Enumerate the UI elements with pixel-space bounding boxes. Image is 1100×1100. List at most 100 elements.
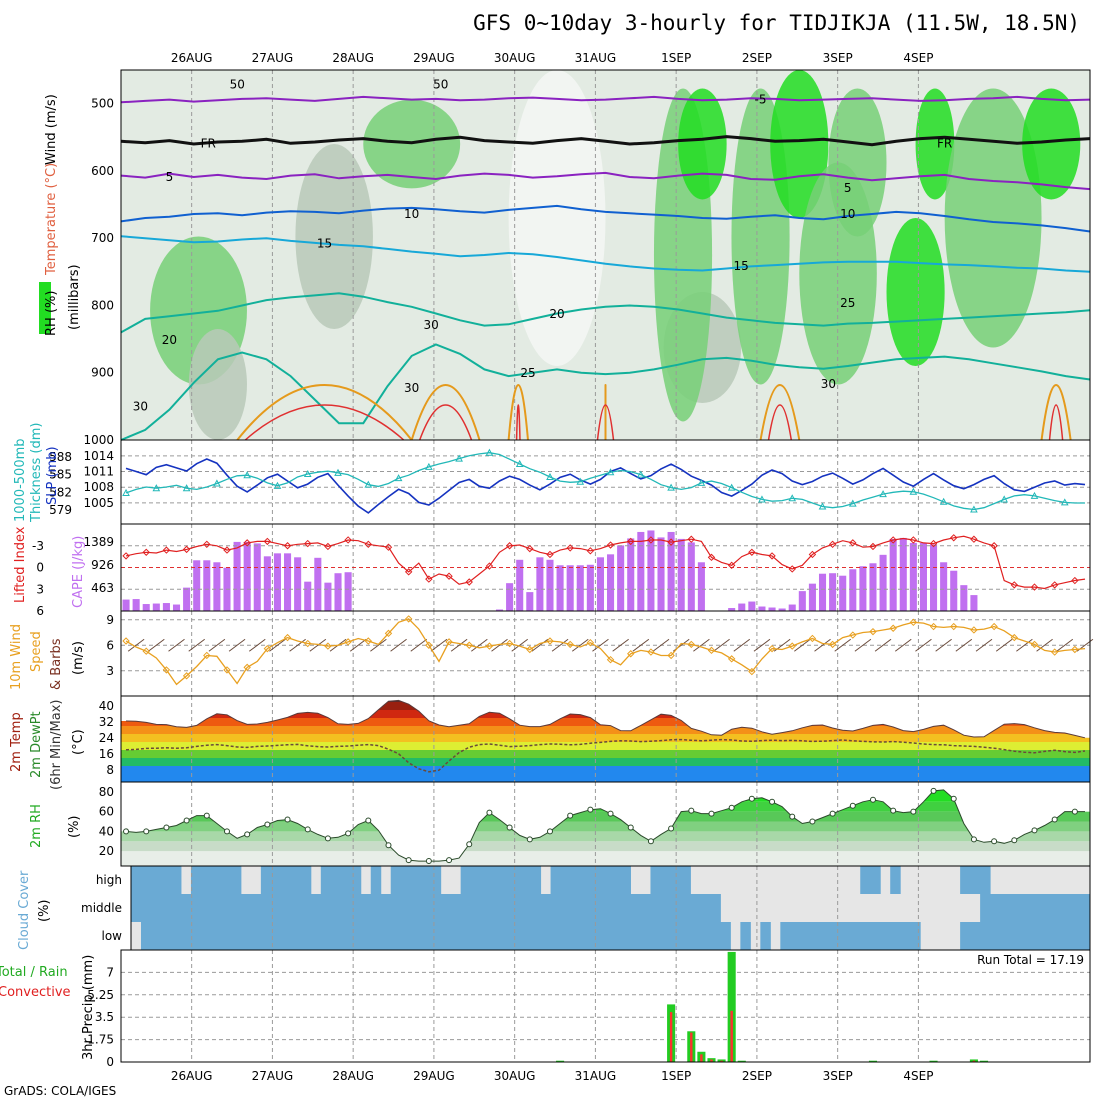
lifted-index-point — [324, 542, 332, 551]
thickness-point — [213, 479, 221, 487]
slp-tick: 1008 — [83, 480, 114, 494]
pressure-tick: 500 — [91, 97, 114, 111]
lifted-tick: -3 — [32, 539, 44, 553]
isotherm-line — [120, 171, 1091, 191]
rh-point — [284, 816, 291, 823]
rh-point — [748, 795, 755, 802]
cape-bar — [132, 599, 140, 611]
rh-point — [647, 838, 654, 845]
cloud-cell — [320, 894, 332, 922]
cloud-cell — [270, 894, 282, 922]
lifted-index-point — [465, 578, 473, 586]
rh-point — [991, 838, 998, 845]
cloud-cell — [270, 922, 282, 950]
thickness-point — [758, 495, 766, 503]
rh-point — [385, 842, 392, 849]
cloud-cell — [390, 894, 402, 922]
bottom-date-label: 31AUG — [575, 1069, 617, 1083]
rh-band — [121, 851, 1090, 866]
cloud-cell — [580, 922, 592, 950]
cloud-cell — [510, 894, 522, 922]
cape-bar — [879, 554, 887, 611]
cloud-cell — [490, 866, 502, 894]
rh-point — [405, 857, 412, 864]
precip-tick: 1.75 — [87, 1033, 114, 1047]
ylabel-wind: Wind (m/s) — [44, 94, 59, 165]
cloud-cell — [530, 866, 542, 894]
rh-band — [121, 801, 1090, 812]
wind-barb — [995, 638, 1013, 652]
rh-point — [930, 787, 937, 794]
cape-bar — [536, 557, 544, 611]
top-date-label: 31AUG — [575, 51, 617, 65]
cloud-cell — [580, 894, 592, 922]
cloud-cell — [970, 866, 981, 894]
contour-label: 20 — [549, 307, 564, 321]
isotherm-35-cell — [1048, 404, 1064, 441]
bottom-date-label: 1SEP — [661, 1069, 691, 1083]
thickness-point — [727, 483, 736, 491]
cloud-cell — [340, 894, 352, 922]
wind-barb — [915, 638, 932, 652]
cloud-cell — [610, 866, 621, 894]
lifted-index-point — [970, 535, 978, 543]
cape-bar — [304, 581, 312, 611]
cloud-cell — [350, 866, 362, 894]
wind-speed-point — [950, 622, 958, 631]
lifted-index-point — [606, 541, 615, 549]
thickness-point — [273, 481, 282, 489]
cloud-cell — [690, 922, 701, 950]
rh-region — [1022, 88, 1081, 200]
top-date-label: 28AUG — [332, 51, 374, 65]
cloud-cell — [1050, 922, 1061, 950]
cape-bar — [586, 564, 594, 611]
contour-label: 10 — [840, 207, 855, 221]
pressure-tick: 900 — [91, 366, 114, 380]
precip-convective-bar — [730, 1010, 733, 1062]
cape-bar — [314, 557, 322, 611]
lifted-index-point — [162, 546, 171, 554]
cape-bar — [899, 537, 907, 611]
rh-point — [769, 798, 776, 805]
wind-barb — [511, 638, 529, 652]
rh-region — [188, 329, 247, 440]
rh-point — [728, 804, 735, 811]
wind-barb — [693, 638, 710, 652]
cape-bar — [677, 538, 685, 611]
ylabel-dewpt: 2m DewPt — [29, 711, 44, 778]
cape-bar — [566, 565, 574, 611]
contour-label: 25 — [840, 296, 855, 310]
cloud-cell — [880, 922, 891, 950]
wind-tick: 9 — [106, 613, 114, 627]
cape-bar — [930, 544, 938, 611]
cloud-cell — [140, 866, 152, 894]
contour-label: 30 — [133, 399, 148, 413]
rh-point — [668, 825, 675, 832]
cape-bar — [748, 601, 756, 611]
ylabel-cloud-unit: (%) — [37, 900, 52, 923]
cape-bar — [233, 541, 241, 611]
cloud-cell — [460, 922, 472, 950]
cloud-cell — [210, 894, 222, 922]
ylabel-convective: Convective — [0, 985, 71, 1000]
temp-band — [121, 758, 1090, 766]
cloud-cell — [430, 894, 442, 922]
contour-label: 5 — [844, 181, 852, 195]
rh-point — [910, 808, 917, 815]
cloud-cell — [680, 922, 691, 950]
lifted-index-point — [727, 561, 736, 570]
wind-speed-point — [707, 646, 716, 655]
wind-speed-line — [125, 618, 1086, 686]
cloud-cell — [270, 866, 282, 894]
lifted-index-point — [344, 536, 352, 544]
cloud-cell — [300, 894, 312, 922]
wind-speed-point — [970, 626, 978, 634]
cloud-cell — [300, 866, 312, 894]
cloud-cell — [140, 894, 152, 922]
ylabel-speed: Speed — [29, 631, 44, 672]
isotherm-30-cell — [410, 384, 481, 441]
cloud-cell — [790, 922, 801, 950]
wind-speed-point — [606, 655, 615, 664]
precip-total-bar — [727, 951, 736, 1062]
cape-bar — [869, 563, 877, 611]
